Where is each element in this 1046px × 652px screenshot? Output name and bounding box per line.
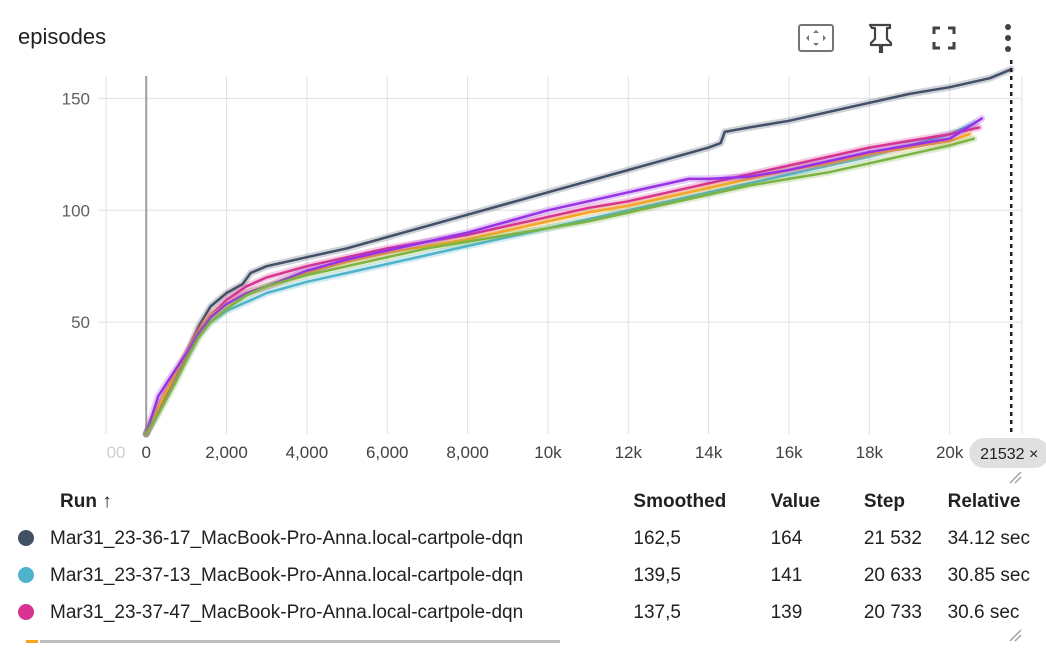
- smoothed-cell: 139,5: [633, 564, 681, 586]
- x-tick-label: 18k: [856, 443, 884, 462]
- pin-button[interactable]: [860, 18, 900, 58]
- x-tick-label: 12k: [615, 443, 643, 462]
- run-color-swatch: [18, 604, 34, 621]
- x-tick-label: 4,000: [286, 443, 329, 462]
- table-resize-handle-icon[interactable]: [1008, 628, 1022, 642]
- y-tick-label: 50: [71, 313, 90, 332]
- run-name: Mar31_23-37-47_MacBook-Pro-Anna.local-ca…: [50, 601, 524, 623]
- chart-svg[interactable]: 50 100 150 0 2,000 4,000 6,000 8,000 10k 12k 14k 16…: [0, 60, 1046, 470]
- run-name: Mar31_23-37-13_MacBook-Pro-Anna.local-ca…: [50, 564, 524, 586]
- x-tick-label: 20k: [936, 443, 964, 462]
- table-row[interactable]: Mar31_23-37-47_MacBook-Pro-Anna.local-ca…: [18, 594, 1046, 631]
- relative-cell: 34.12 sec: [947, 527, 1030, 549]
- step-cell: 20 733: [863, 601, 922, 623]
- run-cell: Mar31_23-37-47_MacBook-Pro-Anna.local-ca…: [18, 594, 633, 631]
- series-halo-2: [142, 124, 983, 438]
- x-tick-label: 16k: [775, 443, 803, 462]
- smoothed-cell: 162,5: [633, 527, 681, 549]
- step-cell: 21 532: [863, 527, 922, 549]
- more-vert-icon: [1005, 24, 1011, 52]
- hover-step-chip[interactable]: [969, 438, 1046, 468]
- value-cell: 141: [770, 564, 803, 586]
- more-options-button[interactable]: [988, 18, 1028, 58]
- x-tick-label: 8,000: [446, 443, 489, 462]
- chart-resize-handle-icon[interactable]: [1008, 470, 1022, 484]
- x-tick-label-faded: 00: [107, 443, 126, 462]
- relative-cell: 30.6 sec: [947, 601, 1020, 623]
- smoothed-cell: 137,5: [633, 601, 681, 623]
- x-tick-label: 6,000: [366, 443, 409, 462]
- fullscreen-button[interactable]: [924, 18, 964, 58]
- step-cell: 20 633: [863, 564, 922, 586]
- y-tick-label: 100: [62, 201, 90, 220]
- pin-icon: [868, 23, 893, 53]
- series-line-5[interactable]: [144, 137, 976, 436]
- value-cell: 139: [770, 601, 803, 623]
- x-tick-label: 14k: [695, 443, 723, 462]
- fit-domain-button[interactable]: [796, 18, 836, 58]
- value-cell: 164: [770, 527, 803, 549]
- series-line-3[interactable]: [144, 132, 971, 436]
- relative-cell: 30.85 sec: [947, 564, 1030, 586]
- run-header-label: Run ↑: [60, 491, 112, 512]
- y-tick-label: 150: [62, 89, 90, 108]
- run-name: Mar31_23-36-17_MacBook-Pro-Anna.local-ca…: [50, 527, 524, 549]
- x-tick-label: 0: [141, 443, 150, 462]
- x-tick-label: 2,000: [205, 443, 248, 462]
- fit-domain-icon: [798, 24, 834, 52]
- table-header-row: Run ↑ Smoothed Value Step Relative: [18, 484, 1046, 520]
- chart-title: episodes: [18, 24, 107, 49]
- series-halo-0: [142, 65, 1015, 438]
- column-header-step[interactable]: Step: [863, 491, 906, 512]
- column-header-run[interactable]: Run ↑: [18, 484, 633, 520]
- series-line-2[interactable]: [144, 126, 981, 436]
- table-row[interactable]: Mar31_23-36-17_MacBook-Pro-Anna.local-ca…: [18, 520, 1046, 557]
- line-chart[interactable]: 50 100 150 0 2,000 4,000 6,000 8,000 10k 12k 14k 16…: [0, 60, 1046, 470]
- column-header-value[interactable]: Value: [770, 491, 821, 512]
- clipped-table-row: [0, 636, 1046, 652]
- x-tick-label: 10k: [534, 443, 562, 462]
- table-row[interactable]: Mar31_23-37-13_MacBook-Pro-Anna.local-ca…: [18, 557, 1046, 594]
- hover-step-label: 21532 ×: [980, 446, 1038, 463]
- run-color-swatch: [18, 567, 34, 584]
- column-header-smoothed[interactable]: Smoothed: [633, 491, 727, 512]
- run-cell: Mar31_23-37-13_MacBook-Pro-Anna.local-ca…: [18, 557, 633, 594]
- runs-table: Run ↑ Smoothed Value Step Relative Mar31…: [18, 484, 1046, 631]
- run-color-swatch: [18, 530, 34, 547]
- fullscreen-icon: [932, 26, 956, 50]
- series-line-4[interactable]: [144, 117, 984, 436]
- run-cell: Mar31_23-36-17_MacBook-Pro-Anna.local-ca…: [18, 520, 633, 557]
- series-line-0[interactable]: [144, 68, 1013, 436]
- column-header-relative[interactable]: Relative: [947, 491, 1021, 512]
